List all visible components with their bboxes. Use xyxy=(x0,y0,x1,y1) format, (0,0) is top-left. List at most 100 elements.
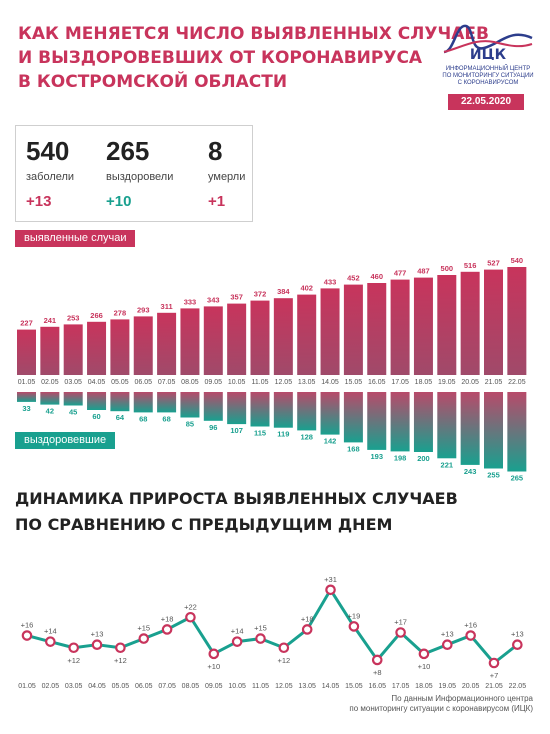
x-tick-label: 15.05 xyxy=(345,683,363,690)
bar-cases xyxy=(180,308,200,375)
bar-cases xyxy=(227,303,247,375)
x-tick-label: 05.05 xyxy=(112,683,130,690)
bar-cases-label: 460 xyxy=(370,272,383,281)
point-label: +7 xyxy=(490,671,499,680)
x-tick-label: 05.05 xyxy=(111,379,129,386)
bar-cases-label: 278 xyxy=(114,308,127,317)
x-tick-label: 04.05 xyxy=(88,683,106,690)
x-tick-label: 20.05 xyxy=(461,379,479,386)
x-tick-label: 03.05 xyxy=(64,379,82,386)
line-point xyxy=(301,624,313,635)
line-point xyxy=(348,621,360,632)
cases-bar-chart: 227 01.05 33 241 02.05 42 253 03.05 45 266 04.05 60… xyxy=(17,256,527,483)
bar-cases xyxy=(297,294,317,375)
x-tick-label: 19.05 xyxy=(438,379,456,386)
bar-recovered xyxy=(133,392,153,413)
bar-cases xyxy=(63,324,83,375)
line-point xyxy=(45,636,56,647)
bar-recovered-label: 33 xyxy=(22,404,30,413)
bar-cases-label: 333 xyxy=(184,297,197,306)
point-label: +31 xyxy=(324,575,337,584)
bar-recovered-label: 96 xyxy=(209,423,217,432)
line-point xyxy=(115,642,126,654)
stats-panel: 540 заболели +13 265 выздоровели +10 8 у… xyxy=(15,125,253,222)
x-tick-label: 11.05 xyxy=(252,379,269,386)
bar-recovered xyxy=(320,392,340,435)
bar-recovered-label: 115 xyxy=(254,429,266,438)
x-tick-label: 19.05 xyxy=(439,683,457,690)
bar-recovered-label: 193 xyxy=(370,452,383,461)
x-tick-label: 07.05 xyxy=(158,379,176,386)
point-label: +18 xyxy=(161,614,174,623)
bar-cases xyxy=(343,284,363,375)
stat-cases-increment: +13 xyxy=(26,193,52,210)
x-tick-label: 12.05 xyxy=(275,683,293,690)
line-point xyxy=(278,642,290,654)
line-point xyxy=(325,584,336,596)
point-label: +16 xyxy=(464,621,477,630)
date-badge: 22.05.2020 xyxy=(448,94,524,110)
bar-recovered xyxy=(17,392,36,402)
x-tick-label: 18.05 xyxy=(415,683,433,690)
section-title: ДИНАМИКА ПРИРОСТА ВЫЯВЛЕННЫХ СЛУЧАЕВ ПО … xyxy=(15,486,458,538)
bar-cases-label: 372 xyxy=(254,290,267,299)
x-tick-label: 08.05 xyxy=(182,683,200,690)
point-label: +17 xyxy=(394,618,407,627)
logo: ИЦК ИНФОРМАЦИОННЫЙ ЦЕНТР ПО МОНИТОРИНГУ … xyxy=(440,18,536,87)
point-label: +16 xyxy=(21,621,34,630)
bar-recovered xyxy=(87,392,107,410)
line-point xyxy=(512,639,523,650)
legend-recovered: выздоровевшие xyxy=(15,432,116,449)
x-tick-label: 02.05 xyxy=(41,379,59,386)
daily-increase-line-chart: +16 01.05 +14 02.05 +12 03.05 +13 04.05 +12 05.05… xyxy=(18,575,526,690)
page-title: КАК МЕНЯЕТСЯ ЧИСЛО ВЫЯВЛЕННЫХ СЛУЧАЕВ И … xyxy=(18,22,489,94)
x-tick-label: 18.05 xyxy=(415,379,433,386)
bar-recovered-label: 45 xyxy=(69,408,77,417)
bar-cases-label: 500 xyxy=(441,264,454,273)
point-label: +12 xyxy=(67,656,80,665)
point-label: +12 xyxy=(277,656,290,665)
stat-cases-value: 540 xyxy=(26,136,70,166)
bar-cases-label: 487 xyxy=(417,267,430,276)
point-label: +10 xyxy=(418,662,431,671)
line-point xyxy=(465,630,476,641)
bar-recovered xyxy=(390,392,410,452)
source-line-2: по мониторингу ситуации с коронавирусом … xyxy=(349,704,533,713)
logo-sub-line-2: ПО МОНИТОРИНГУ СИТУАЦИИ xyxy=(442,73,534,79)
bar-recovered-label: 60 xyxy=(92,412,100,421)
x-tick-label: 09.05 xyxy=(205,379,223,386)
x-tick-label: 08.05 xyxy=(181,379,199,386)
bar-cases-label: 241 xyxy=(44,316,57,325)
line-series xyxy=(26,588,519,665)
bar-recovered-label: 243 xyxy=(464,467,477,476)
bar-recovered xyxy=(63,392,83,406)
line-point xyxy=(208,648,220,660)
bar-recovered xyxy=(227,392,247,425)
bar-recovered-label: 42 xyxy=(46,407,54,416)
bar-recovered-label: 221 xyxy=(441,460,454,469)
x-tick-label: 06.05 xyxy=(134,379,152,386)
point-label: +14 xyxy=(231,627,244,636)
bar-recovered xyxy=(273,392,293,428)
source-note: По данным Информационного центра по мони… xyxy=(349,694,533,714)
point-label: +18 xyxy=(301,614,314,623)
x-tick-label: 01.05 xyxy=(18,683,36,690)
bar-cases xyxy=(87,321,107,375)
bar-cases xyxy=(133,316,153,375)
bar-recovered xyxy=(110,392,130,412)
title-line-2: И ВЫЗДОРОВЕВШИХ ОТ КОРОНАВИРУСА xyxy=(18,48,423,68)
bar-cases xyxy=(413,277,433,375)
title-line-1: КАК МЕНЯЕТСЯ ЧИСЛО ВЫЯВЛЕННЫХ СЛУЧАЕВ xyxy=(18,24,489,44)
point-label: +15 xyxy=(137,624,150,633)
x-tick-label: 17.05 xyxy=(391,379,409,386)
bar-cases xyxy=(320,288,340,375)
line-point xyxy=(138,633,150,644)
bar-cases xyxy=(110,319,130,375)
point-label: +19 xyxy=(348,611,361,620)
bar-recovered xyxy=(203,392,223,421)
logo-sub-line-3: С КОРОНАВИРУСОМ xyxy=(457,80,519,86)
line-point xyxy=(21,630,33,641)
line-point xyxy=(91,639,103,650)
x-tick-label: 11.05 xyxy=(252,683,269,690)
bar-recovered-label: 255 xyxy=(487,471,500,480)
